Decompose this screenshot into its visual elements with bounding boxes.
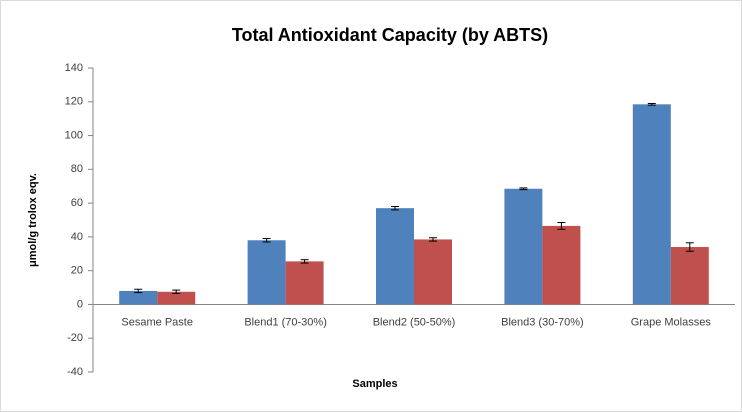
y-tick-label: 20 bbox=[71, 265, 83, 277]
bar bbox=[247, 240, 286, 305]
error-bar bbox=[429, 237, 437, 242]
y-tick-label: 60 bbox=[71, 197, 83, 209]
x-tick-label: Grape Molasses bbox=[631, 316, 712, 328]
y-tick-label: 40 bbox=[71, 231, 83, 243]
x-tick-label: Blend1 (70-30%) bbox=[244, 316, 327, 328]
x-tick-label: Blend2 (50-50%) bbox=[373, 316, 456, 328]
bar bbox=[157, 291, 196, 305]
y-axis-title: μmol/g trolox eqv. bbox=[27, 173, 39, 267]
error-bar bbox=[300, 259, 309, 264]
bar bbox=[670, 247, 709, 305]
y-tick-label: 80 bbox=[71, 163, 83, 175]
bar bbox=[376, 208, 414, 305]
bar bbox=[285, 261, 324, 305]
chart-title: Total Antioxidant Capacity (by ABTS) bbox=[232, 25, 548, 45]
error-bar bbox=[262, 238, 271, 243]
x-axis-title: Samples bbox=[352, 378, 397, 390]
error-bar bbox=[172, 289, 181, 294]
bar bbox=[119, 290, 158, 305]
y-tick-label: -40 bbox=[67, 366, 83, 378]
error-bar bbox=[519, 187, 528, 191]
y-tick-label: 0 bbox=[77, 298, 83, 310]
error-bar bbox=[134, 288, 143, 294]
y-tick-label: 120 bbox=[65, 96, 83, 108]
y-tick-label: 140 bbox=[65, 62, 83, 74]
x-tick-label: Blend3 (30-70%) bbox=[501, 316, 584, 328]
bar bbox=[542, 225, 581, 305]
error-bar bbox=[391, 205, 399, 211]
bar bbox=[632, 104, 671, 305]
x-tick-label: Sesame Paste bbox=[121, 316, 193, 328]
error-bar bbox=[557, 222, 566, 230]
bar bbox=[414, 239, 452, 305]
bar bbox=[504, 188, 543, 305]
error-bar bbox=[685, 242, 694, 252]
y-tick-label: -20 bbox=[67, 332, 83, 344]
y-tick-label: 100 bbox=[65, 129, 83, 141]
error-bar bbox=[647, 102, 656, 106]
